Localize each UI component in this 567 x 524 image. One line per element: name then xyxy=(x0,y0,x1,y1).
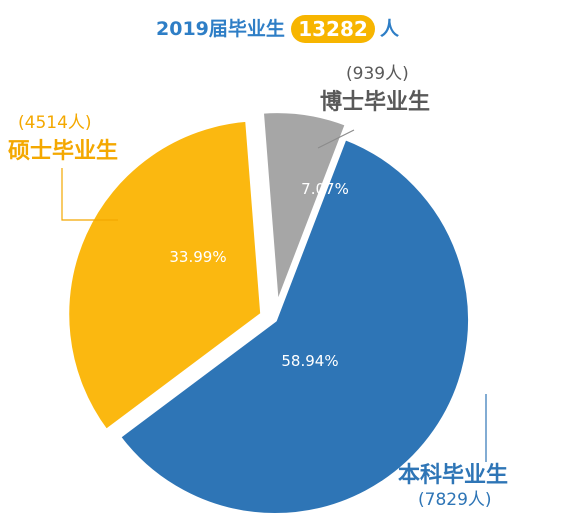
pct-label-bachelor: 58.94% xyxy=(281,352,338,370)
label-bachelor: 本科毕业生 xyxy=(398,463,508,488)
count-bachelor: (7829人) xyxy=(418,490,492,510)
count-master: (4514人) xyxy=(18,113,92,133)
chart-title: 2019届毕业生 13282 人 xyxy=(156,15,400,43)
total-badge xyxy=(291,15,375,43)
leader-lines xyxy=(61,129,487,462)
label-doctor: 博士毕业生 xyxy=(320,89,430,115)
leader-line-doctor xyxy=(317,129,355,149)
title-suffix: 人 xyxy=(380,18,400,40)
count-doctor: (939人) xyxy=(346,64,409,84)
title-prefix: 2019届毕业生 xyxy=(156,17,285,40)
pct-labels: 58.94% 33.99% 7.07% xyxy=(169,180,348,370)
pct-label-master: 33.99% xyxy=(169,248,226,266)
slice-doctor xyxy=(259,109,349,309)
pie-slices xyxy=(65,109,472,517)
pct-label-doctor: 7.07% xyxy=(301,180,349,198)
slice-bachelor xyxy=(116,135,472,517)
leader-line-master xyxy=(61,168,118,221)
title-total: 13282 xyxy=(298,17,368,41)
slice-master xyxy=(65,117,265,434)
label-master: 硕士毕业生 xyxy=(8,139,118,164)
category-labels: 本科毕业生 (7829人) (4514人) 硕士毕业生 (939人) 博士毕业生 xyxy=(8,64,508,510)
